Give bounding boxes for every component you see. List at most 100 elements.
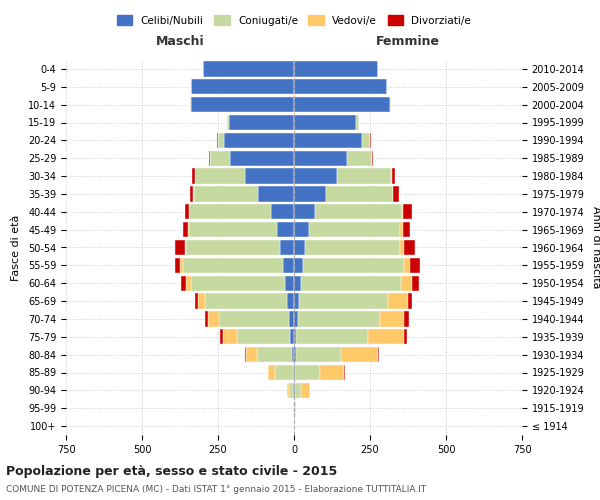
Bar: [370, 133, 371, 148]
Bar: [175, 258, 180, 273]
Bar: [220, 329, 223, 344]
Bar: [208, 312, 218, 326]
Bar: [400, 240, 404, 255]
Bar: [294, 258, 302, 273]
Bar: [195, 168, 245, 184]
Bar: [293, 365, 294, 380]
Bar: [217, 133, 218, 148]
Bar: [302, 258, 404, 273]
Bar: [404, 258, 410, 273]
Bar: [403, 204, 412, 220]
Bar: [404, 329, 407, 344]
Bar: [294, 168, 337, 184]
Bar: [315, 204, 402, 220]
Bar: [223, 329, 237, 344]
Bar: [294, 347, 296, 362]
Bar: [257, 347, 292, 362]
Bar: [295, 400, 296, 416]
Bar: [301, 383, 310, 398]
Text: Popolazione per età, sesso e stato civile - 2015: Popolazione per età, sesso e stato civil…: [6, 465, 337, 478]
Bar: [362, 133, 370, 148]
Bar: [189, 222, 277, 237]
Bar: [283, 258, 294, 273]
Bar: [403, 222, 410, 237]
Bar: [211, 150, 230, 166]
Bar: [191, 97, 294, 112]
Bar: [296, 329, 368, 344]
Bar: [294, 312, 298, 326]
Bar: [412, 276, 419, 291]
Bar: [294, 186, 326, 202]
Bar: [218, 133, 224, 148]
Bar: [190, 97, 191, 112]
Bar: [197, 294, 205, 308]
Bar: [380, 312, 404, 326]
Bar: [191, 276, 285, 291]
Bar: [294, 133, 362, 148]
Bar: [285, 276, 294, 291]
Y-axis label: Fasce di età: Fasce di età: [11, 214, 21, 280]
Bar: [296, 347, 341, 362]
Bar: [290, 329, 294, 344]
Bar: [209, 150, 211, 166]
Bar: [344, 365, 345, 380]
Bar: [237, 329, 290, 344]
Bar: [188, 222, 189, 237]
Bar: [245, 168, 294, 184]
Bar: [378, 347, 379, 362]
Bar: [277, 222, 294, 237]
Bar: [294, 79, 387, 94]
Bar: [294, 222, 309, 237]
Y-axis label: Anni di nascita: Anni di nascita: [591, 206, 600, 289]
Bar: [294, 365, 295, 380]
Bar: [205, 294, 287, 308]
Bar: [245, 347, 246, 362]
Bar: [337, 168, 391, 184]
Bar: [400, 222, 403, 237]
Bar: [275, 365, 293, 380]
Bar: [289, 383, 293, 398]
Bar: [294, 383, 295, 398]
Bar: [368, 329, 404, 344]
Bar: [295, 383, 301, 398]
Bar: [181, 276, 186, 291]
Bar: [195, 294, 197, 308]
Bar: [293, 383, 294, 398]
Bar: [227, 115, 229, 130]
Bar: [218, 312, 289, 326]
Bar: [390, 97, 391, 112]
Bar: [183, 222, 188, 237]
Bar: [224, 133, 294, 148]
Bar: [287, 294, 294, 308]
Bar: [194, 186, 257, 202]
Text: Maschi: Maschi: [155, 36, 205, 49]
Bar: [356, 115, 359, 130]
Bar: [185, 204, 188, 220]
Bar: [186, 276, 191, 291]
Bar: [175, 240, 185, 255]
Bar: [189, 204, 271, 220]
Bar: [293, 400, 294, 416]
Bar: [410, 258, 419, 273]
Bar: [185, 240, 186, 255]
Bar: [287, 383, 289, 398]
Bar: [257, 186, 294, 202]
Bar: [402, 204, 403, 220]
Bar: [301, 276, 401, 291]
Bar: [292, 347, 294, 362]
Bar: [392, 168, 395, 184]
Bar: [294, 204, 315, 220]
Bar: [205, 312, 208, 326]
Bar: [183, 258, 283, 273]
Bar: [299, 294, 388, 308]
Legend: Celibi/Nubili, Coniugati/e, Vedovi/e, Divorziati/e: Celibi/Nubili, Coniugati/e, Vedovi/e, Di…: [113, 12, 475, 30]
Text: Femmine: Femmine: [376, 36, 440, 49]
Bar: [326, 186, 393, 202]
Bar: [294, 294, 299, 308]
Bar: [294, 240, 305, 255]
Bar: [294, 276, 301, 291]
Bar: [401, 276, 412, 291]
Bar: [371, 150, 373, 166]
Bar: [309, 222, 400, 237]
Bar: [186, 240, 280, 255]
